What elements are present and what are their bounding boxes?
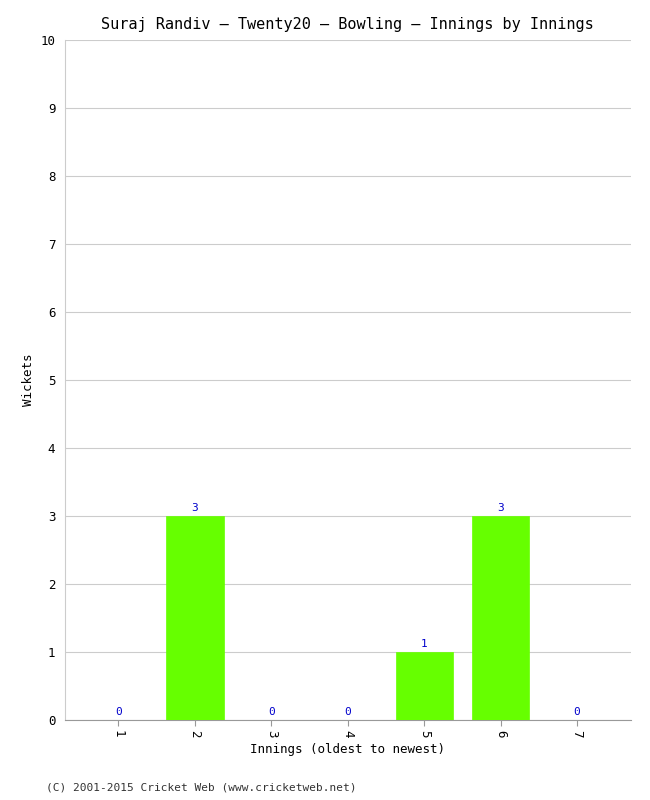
Text: (C) 2001-2015 Cricket Web (www.cricketweb.net): (C) 2001-2015 Cricket Web (www.cricketwe… [46,782,356,792]
Text: 3: 3 [497,502,504,513]
Bar [166,516,224,720]
Bar [395,652,453,720]
Bar [472,516,529,720]
Text: 3: 3 [192,502,198,513]
Text: 0: 0 [574,706,580,717]
X-axis label: Innings (oldest to newest): Innings (oldest to newest) [250,743,445,757]
Text: 1: 1 [421,638,428,649]
Y-axis label: Wickets: Wickets [21,354,34,406]
Text: 0: 0 [115,706,122,717]
Text: 0: 0 [344,706,351,717]
Title: Suraj Randiv – Twenty20 – Bowling – Innings by Innings: Suraj Randiv – Twenty20 – Bowling – Inni… [101,17,594,32]
Text: 0: 0 [268,706,275,717]
